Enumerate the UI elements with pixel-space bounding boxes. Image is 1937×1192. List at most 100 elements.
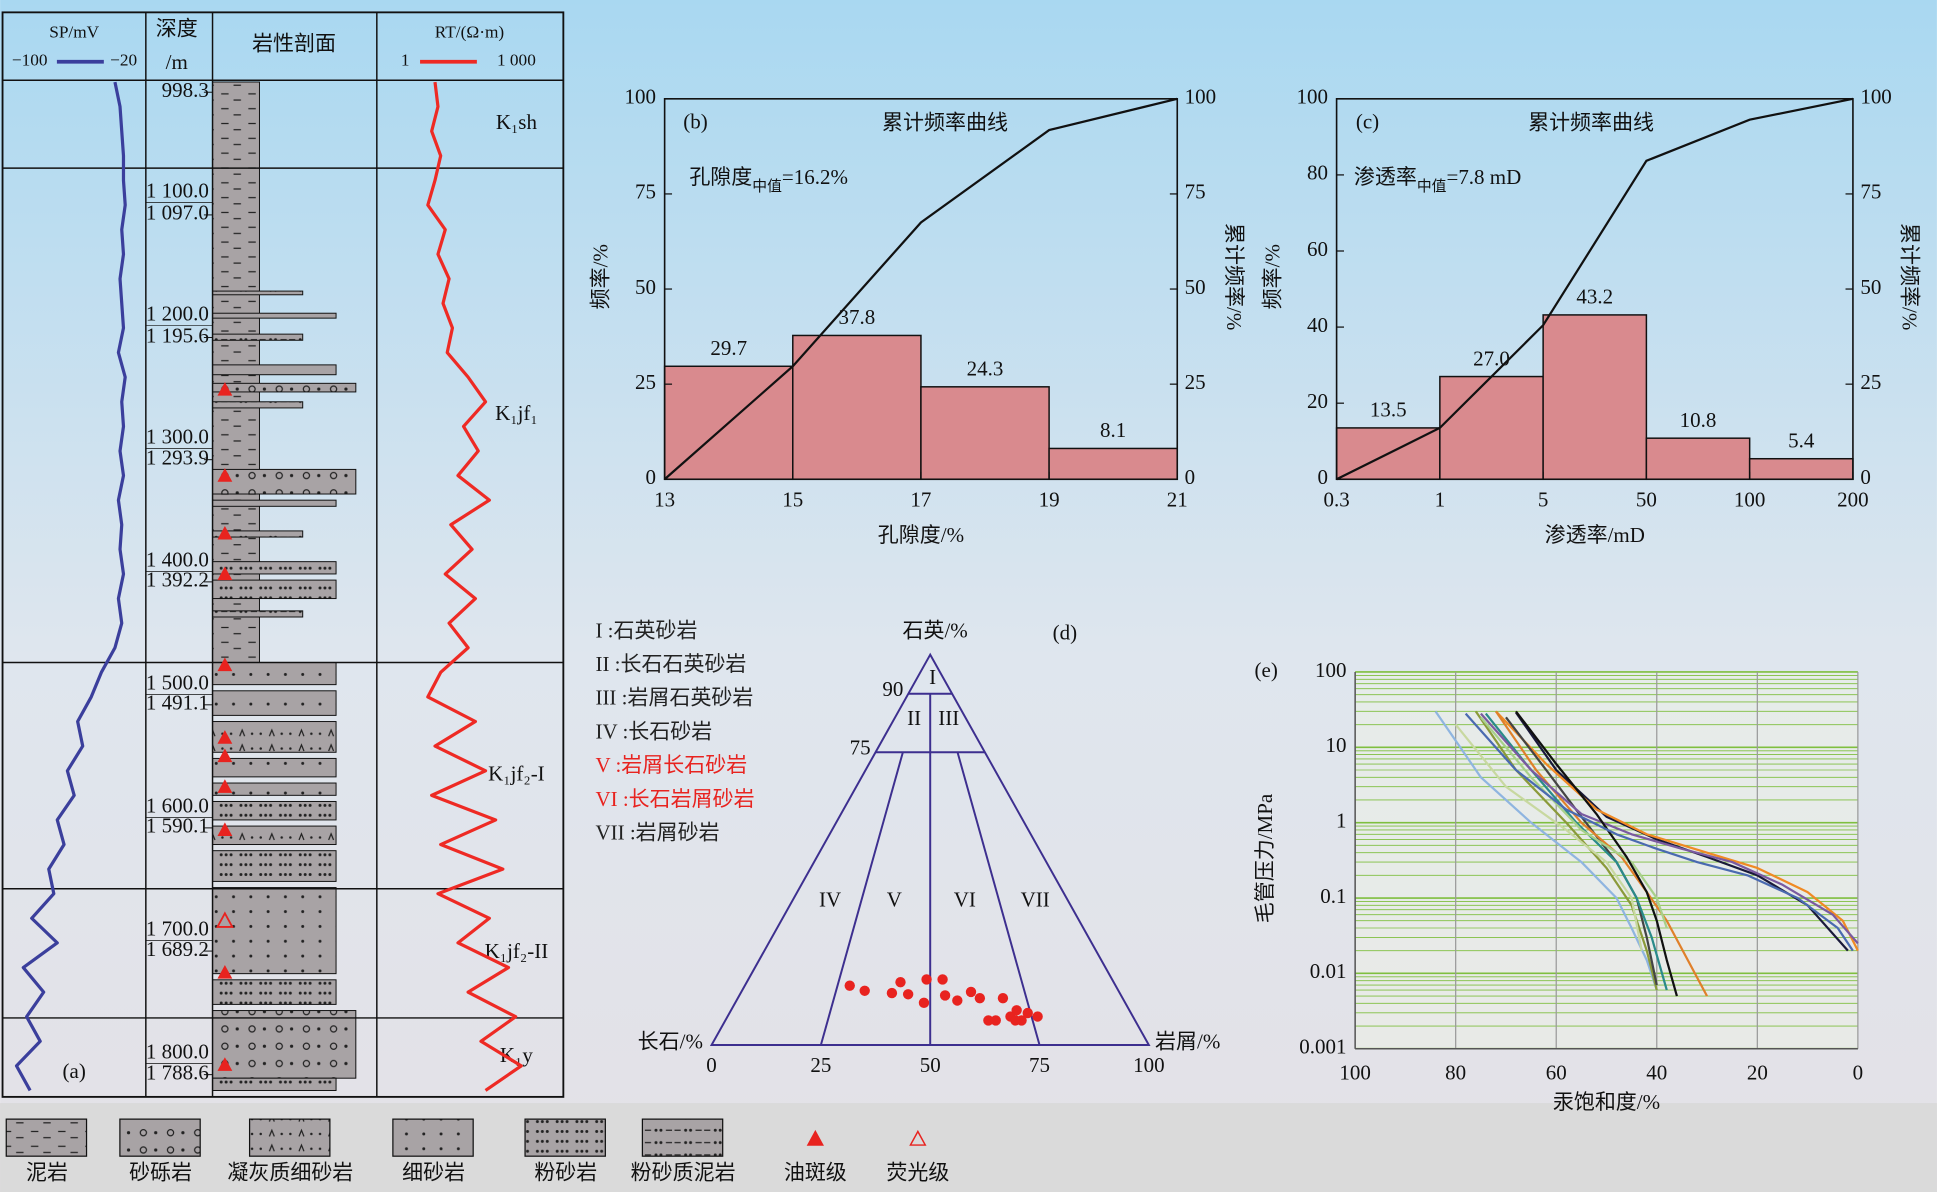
region-label: VI	[954, 888, 976, 912]
capillary-curve	[1495, 710, 1709, 997]
x-tick-label: 15	[782, 487, 803, 511]
histogram-bar	[1542, 314, 1648, 481]
sample-point	[902, 989, 914, 1000]
y2-axis-label: 累计频率/%	[1897, 223, 1921, 330]
depth2-tick-label: 1 590.1	[146, 814, 209, 838]
sample-point	[965, 986, 977, 998]
quartz-tick-label: 90	[882, 677, 903, 701]
depth-tick-label: 1 700.0	[146, 916, 209, 940]
sample-point	[921, 974, 932, 985]
plot-area	[1355, 671, 1858, 1049]
y-tick-label: 100	[1296, 85, 1327, 109]
formation-label: K₁jf₁	[495, 401, 538, 425]
region-label: I	[929, 665, 936, 689]
bar-value-label: 24.3	[967, 357, 1004, 381]
capillary-curve	[1464, 712, 1854, 952]
y2-tick-label: 25	[1860, 370, 1881, 394]
quartz-tick-label: 75	[850, 736, 871, 760]
rt-tick-label: 1	[401, 51, 410, 70]
region-label: V	[887, 888, 902, 912]
y2-tick-label: 50	[1860, 275, 1881, 299]
depth-tick-label: 1 100.0	[146, 179, 209, 203]
y-tick-label: 0	[645, 465, 656, 489]
fluorescence-marker	[215, 911, 234, 928]
left-label: 长石/%	[638, 1030, 703, 1054]
x-tick-label: 100	[1133, 1053, 1164, 1077]
y2-tick-label: 75	[1185, 180, 1206, 204]
lithology-legend: 泥岩 砂砾岩 凝灰质细砂岩 细砂岩 粉砂岩 粉砂质泥岩 油斑级 荧光级	[5, 1118, 949, 1185]
lithology-bed	[212, 579, 337, 600]
legend-label: 泥岩	[26, 1161, 68, 1185]
lithology-bed	[212, 499, 337, 507]
histogram-bar	[792, 334, 922, 481]
x-tick-label: 50	[920, 1053, 941, 1077]
lithology-bed	[212, 364, 337, 376]
capillary-curve	[1434, 710, 1658, 991]
lithology-bed	[212, 1077, 337, 1091]
sample-point	[886, 987, 898, 999]
x-tick-label: 50	[1636, 487, 1657, 511]
y-tick-label: 1	[1336, 808, 1346, 832]
y-tick-label: 50	[635, 275, 656, 299]
y2-tick-label: 50	[1185, 275, 1206, 299]
lithology-bed	[212, 312, 337, 319]
bar-value-label: 10.8	[1680, 408, 1717, 432]
region-label: III	[938, 706, 959, 730]
sample-point	[974, 992, 986, 1004]
x-tick-label: 75	[1029, 1053, 1050, 1077]
lithology-bed	[212, 401, 304, 409]
lithology-bed	[212, 1010, 357, 1079]
lithology-bed	[212, 690, 337, 716]
x-tick-label: 100	[1734, 487, 1765, 511]
oil-spot-marker	[217, 657, 233, 672]
right-label: 岩屑/%	[1155, 1030, 1220, 1054]
depth-tick-label: 1 500.0	[146, 670, 209, 694]
top-label: 石英/%	[903, 618, 968, 642]
x-tick-label: 0	[1853, 1060, 1863, 1084]
legend-marker	[806, 1129, 824, 1146]
sp-tick-label: −100	[12, 51, 48, 70]
annotation-part: 渗透率	[1354, 165, 1417, 189]
legend-marker	[909, 1129, 927, 1146]
panel-label: (c)	[1356, 109, 1379, 133]
permeability-panel: 13.527.043.210.85.40.3 1 5 50 100 20002040608…	[1261, 85, 1922, 548]
y-tick-label: 0	[1317, 465, 1328, 489]
sp-title: SP/mV	[49, 22, 99, 41]
sample-point	[895, 976, 906, 988]
y2-tick-label: 25	[1185, 370, 1206, 394]
x-tick-label: 19	[1039, 487, 1060, 511]
capillary-curve	[1454, 723, 1643, 951]
x-tick-label: 21	[1167, 487, 1188, 511]
lithology-bed	[212, 721, 337, 753]
histogram-bar	[920, 386, 1050, 481]
bar-value-label: 27.0	[1473, 346, 1510, 370]
bar-value-label: 43.2	[1576, 285, 1613, 309]
legend-label: 细砂岩	[402, 1161, 465, 1185]
x-tick-label: 5	[1538, 487, 1548, 511]
panel-label: (e)	[1255, 658, 1278, 682]
y2-axis-label: 累计频率/%	[1222, 223, 1246, 330]
histogram-bar	[1748, 457, 1854, 481]
y-tick-label: 0.001	[1299, 1035, 1346, 1059]
depth2-tick-label: 1 392.2	[146, 568, 209, 592]
y-axis-label: 毛管压力/MPa	[1253, 793, 1277, 923]
sample-point	[937, 974, 948, 985]
y-tick-label: 100	[1315, 658, 1346, 682]
y2-tick-label: 0	[1185, 465, 1196, 489]
legend-swatch	[641, 1118, 724, 1157]
capillary-curve	[1515, 710, 1678, 997]
y-tick-label: 10	[1325, 733, 1346, 757]
legend-swatch	[5, 1118, 88, 1157]
rt-tick-label: 1 000	[497, 51, 536, 70]
legend-label: 凝灰质细砂岩	[227, 1161, 353, 1185]
x-axis-label: 孔隙度/%	[878, 523, 964, 547]
oil-spot-marker	[217, 525, 233, 540]
rt-title: RT/(Ω·m)	[435, 22, 504, 41]
porosity-panel: 29.737.824.38.113 15 17 19 21025507510002550…	[589, 85, 1246, 548]
y2-tick-label: 0	[1860, 465, 1870, 489]
x-tick-label: 17	[910, 487, 931, 511]
y-axis-label: 频率/%	[1261, 244, 1285, 309]
lithology-bed	[212, 468, 357, 495]
